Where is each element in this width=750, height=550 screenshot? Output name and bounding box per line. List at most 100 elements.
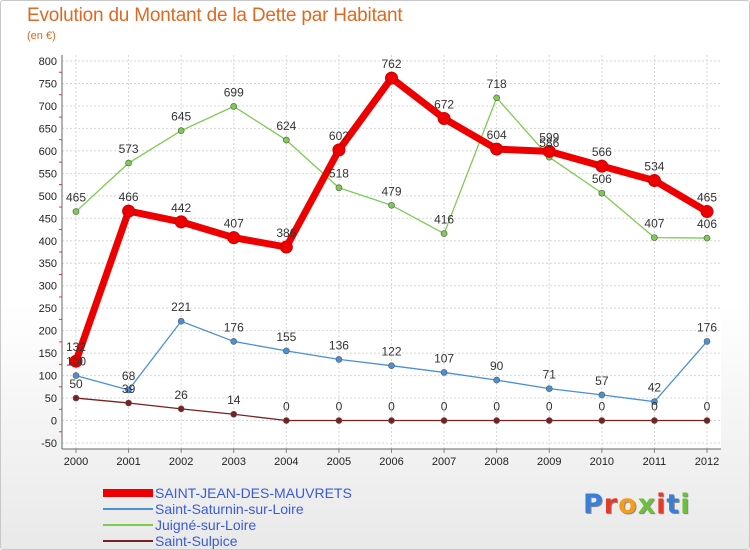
data-point	[230, 103, 238, 110]
data-point	[283, 417, 290, 424]
chart-unit: (en €)	[27, 30, 56, 42]
x-tick-label: 2008	[484, 456, 508, 468]
data-point	[125, 399, 132, 407]
data-label: 718	[487, 77, 507, 91]
y-tick-label: 600	[39, 146, 57, 158]
x-tick-label: 2010	[590, 456, 614, 468]
y-tick-label: 650	[39, 123, 57, 135]
data-label: 566	[592, 145, 612, 159]
x-tick-label: 2009	[537, 456, 561, 468]
data-label: 407	[644, 217, 664, 231]
data-label: 645	[171, 110, 191, 124]
data-label: 0	[598, 400, 605, 414]
data-point	[177, 405, 185, 413]
data-point	[283, 347, 290, 355]
data-point	[230, 410, 238, 418]
data-point	[72, 372, 80, 379]
data-label: 176	[224, 320, 244, 334]
data-point	[595, 159, 609, 173]
data-label: 506	[592, 172, 612, 186]
legend-label-2: Juigné-sur-Loire	[155, 517, 256, 533]
x-tick-label: 2002	[169, 456, 193, 468]
data-label: 0	[441, 400, 448, 414]
data-point	[490, 142, 504, 156]
data-label: 68	[122, 369, 136, 383]
data-label: 465	[66, 191, 86, 205]
data-point	[703, 417, 711, 424]
data-label: 465	[697, 191, 717, 205]
logo-letter: P	[583, 489, 604, 520]
x-tick-label: 2007	[432, 456, 456, 468]
data-label: 0	[546, 400, 553, 414]
data-label: 416	[434, 213, 454, 227]
data-point	[651, 398, 658, 405]
data-label: 176	[697, 320, 717, 334]
data-point	[335, 184, 343, 192]
data-point	[332, 143, 346, 157]
x-tick-label: 2003	[222, 456, 246, 468]
data-point	[335, 356, 343, 363]
data-label: 0	[283, 400, 290, 414]
chart-title: Evolution du Montant de la Dette par Hab…	[27, 5, 403, 26]
data-point	[437, 112, 451, 126]
data-label: 534	[644, 160, 664, 174]
data-label: 699	[224, 85, 244, 99]
data-label: 586	[539, 136, 559, 150]
logo-letter: x	[637, 489, 657, 520]
data-label: 122	[381, 345, 401, 359]
data-point	[177, 317, 185, 325]
data-label: 57	[595, 374, 609, 388]
data-label: 624	[276, 119, 296, 133]
x-tick-label: 2001	[116, 456, 140, 468]
data-label: 136	[329, 338, 349, 352]
data-point	[227, 231, 241, 245]
data-label: 442	[171, 201, 191, 215]
logo-letter: r	[603, 489, 619, 520]
data-label: 0	[493, 400, 500, 414]
y-tick-label: 350	[39, 258, 57, 270]
data-point	[177, 127, 185, 134]
data-label: 0	[704, 400, 711, 414]
data-point	[493, 376, 500, 384]
logo-letter: o	[618, 489, 638, 520]
data-label: 0	[336, 400, 343, 414]
y-tick-label: 550	[39, 168, 57, 180]
data-point	[440, 230, 448, 237]
data-label: 0	[388, 400, 395, 414]
data-point	[493, 94, 500, 102]
data-point	[69, 354, 83, 368]
data-point	[647, 174, 661, 188]
data-label: 599	[539, 130, 559, 144]
data-point	[703, 338, 711, 345]
data-point	[122, 204, 136, 218]
data-point	[72, 394, 80, 402]
data-label: 602	[329, 129, 349, 143]
data-label: 42	[648, 381, 662, 395]
data-label: 90	[490, 359, 504, 373]
data-label: 466	[119, 190, 139, 204]
x-tick-label: 2006	[379, 456, 403, 468]
y-tick-label: 200	[39, 326, 57, 338]
data-point	[440, 417, 448, 424]
data-point	[440, 369, 448, 376]
data-label: 386	[276, 226, 296, 240]
x-tick-label: 2004	[274, 456, 298, 468]
y-tick-label: -50	[41, 438, 57, 450]
logo-letter: i	[656, 489, 667, 520]
y-tick-label: 100	[39, 371, 57, 383]
data-label: 672	[434, 98, 454, 112]
data-point	[388, 362, 395, 370]
data-point	[72, 208, 80, 215]
data-point	[283, 136, 290, 144]
data-point	[174, 215, 188, 229]
legend-label-1: Saint-Saturnin-sur-Loire	[155, 501, 304, 517]
x-tick-label: 2000	[64, 456, 88, 468]
x-tick-label: 2011	[643, 456, 667, 468]
data-label: 132	[66, 340, 86, 354]
proxiti-logo: Proxiti	[583, 489, 691, 520]
data-point	[388, 201, 395, 209]
y-tick-label: 750	[39, 78, 57, 90]
x-tick-label: 2005	[327, 456, 351, 468]
